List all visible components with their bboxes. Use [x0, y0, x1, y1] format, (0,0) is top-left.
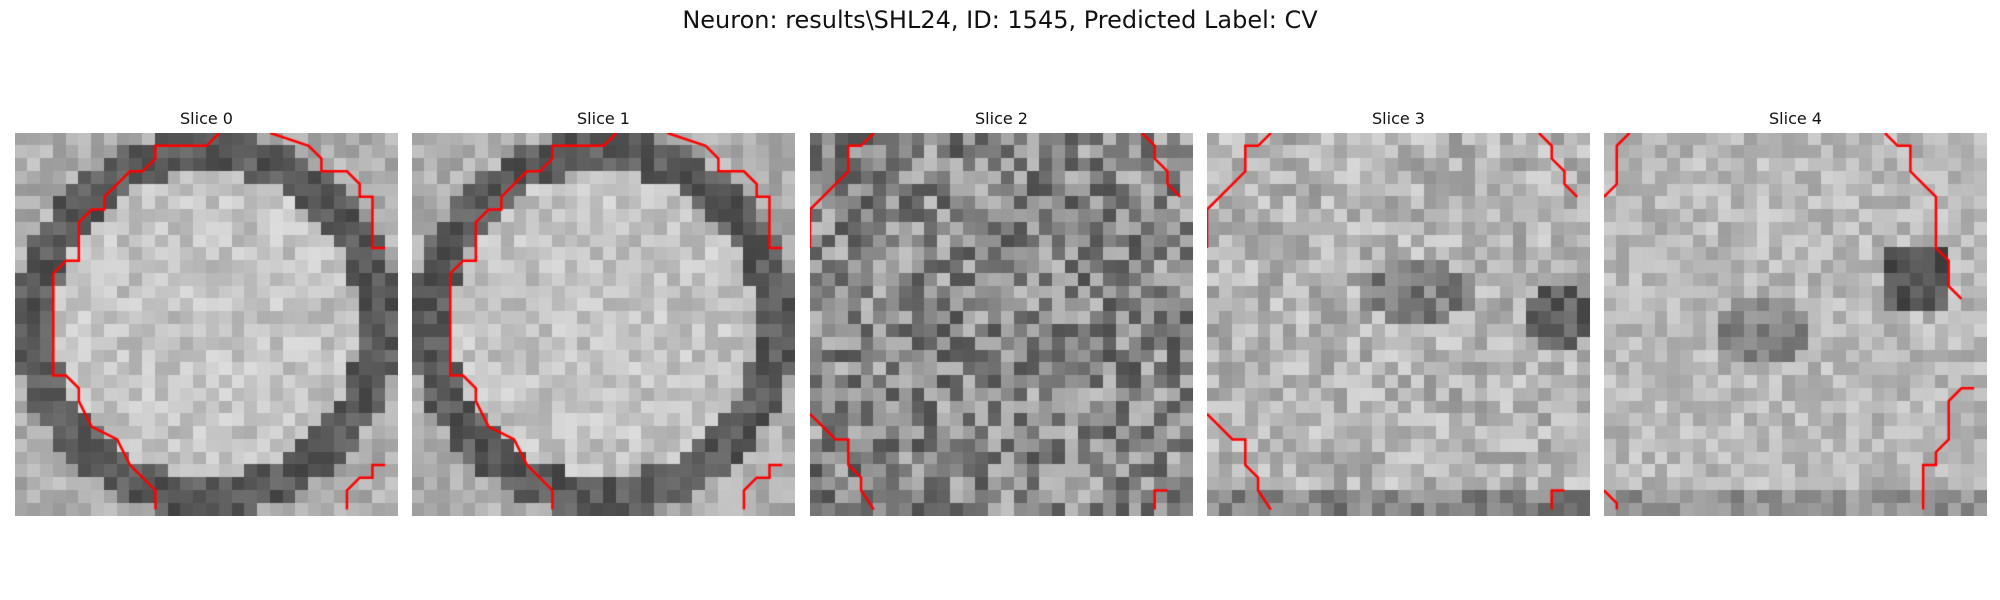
slice-panel-1: Slice 1	[412, 108, 795, 516]
slice-title: Slice 2	[975, 109, 1028, 128]
slice-image-1	[412, 133, 795, 516]
slice-title: Slice 4	[1769, 109, 1822, 128]
slice-panel-0: Slice 0	[15, 108, 398, 516]
slice-panel-2: Slice 2	[810, 108, 1193, 516]
slice-image-0	[15, 133, 398, 516]
figure-title: Neuron: results\SHL24, ID: 1545, Predict…	[682, 6, 1318, 34]
slice-panel-3: Slice 3	[1207, 108, 1590, 516]
slice-title: Slice 0	[180, 109, 233, 128]
slice-image-3	[1207, 133, 1590, 516]
slice-panel-4: Slice 4	[1604, 108, 1987, 516]
slice-image-4	[1604, 133, 1987, 516]
slice-title: Slice 3	[1372, 109, 1425, 128]
slice-title: Slice 1	[577, 109, 630, 128]
slice-image-2	[810, 133, 1193, 516]
